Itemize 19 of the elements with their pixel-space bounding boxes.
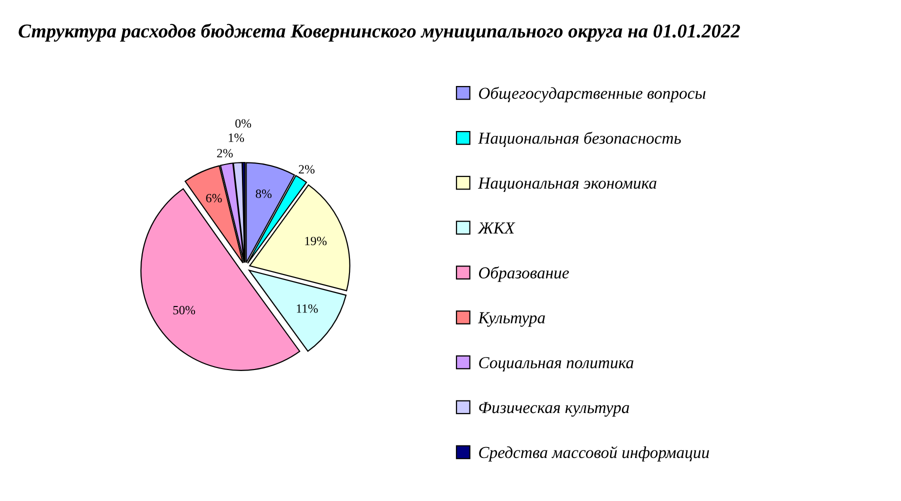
data-label: 2% <box>298 165 315 174</box>
chart-title: Структура расходов бюджета Ковернинского муниципального округа на 01.01.2022 <box>18 24 740 42</box>
legend-label: Национальная безопасность <box>478 132 681 148</box>
legend-label: ЖКХ <box>478 222 516 234</box>
legend-label: Образование <box>478 266 569 282</box>
data-label: 19% <box>305 236 327 246</box>
legend-label: Социальная политика <box>479 357 634 372</box>
data-label: 1% <box>228 134 244 142</box>
data-label: 6% <box>206 194 222 202</box>
legend-label: Физическая культура <box>479 402 630 417</box>
legend-label: Национальная экономика <box>478 178 656 192</box>
legend-label: Общегосударственные вопросы <box>478 86 706 102</box>
data-label: 11% <box>296 304 318 313</box>
legend-label: Культура <box>478 312 545 327</box>
data-label: 8% <box>256 190 272 198</box>
legend-label: Средства массовой информации <box>479 446 710 462</box>
data-label: 2% <box>217 148 233 158</box>
data-label: 50% <box>173 306 196 314</box>
data-label: 0% <box>235 119 252 128</box>
